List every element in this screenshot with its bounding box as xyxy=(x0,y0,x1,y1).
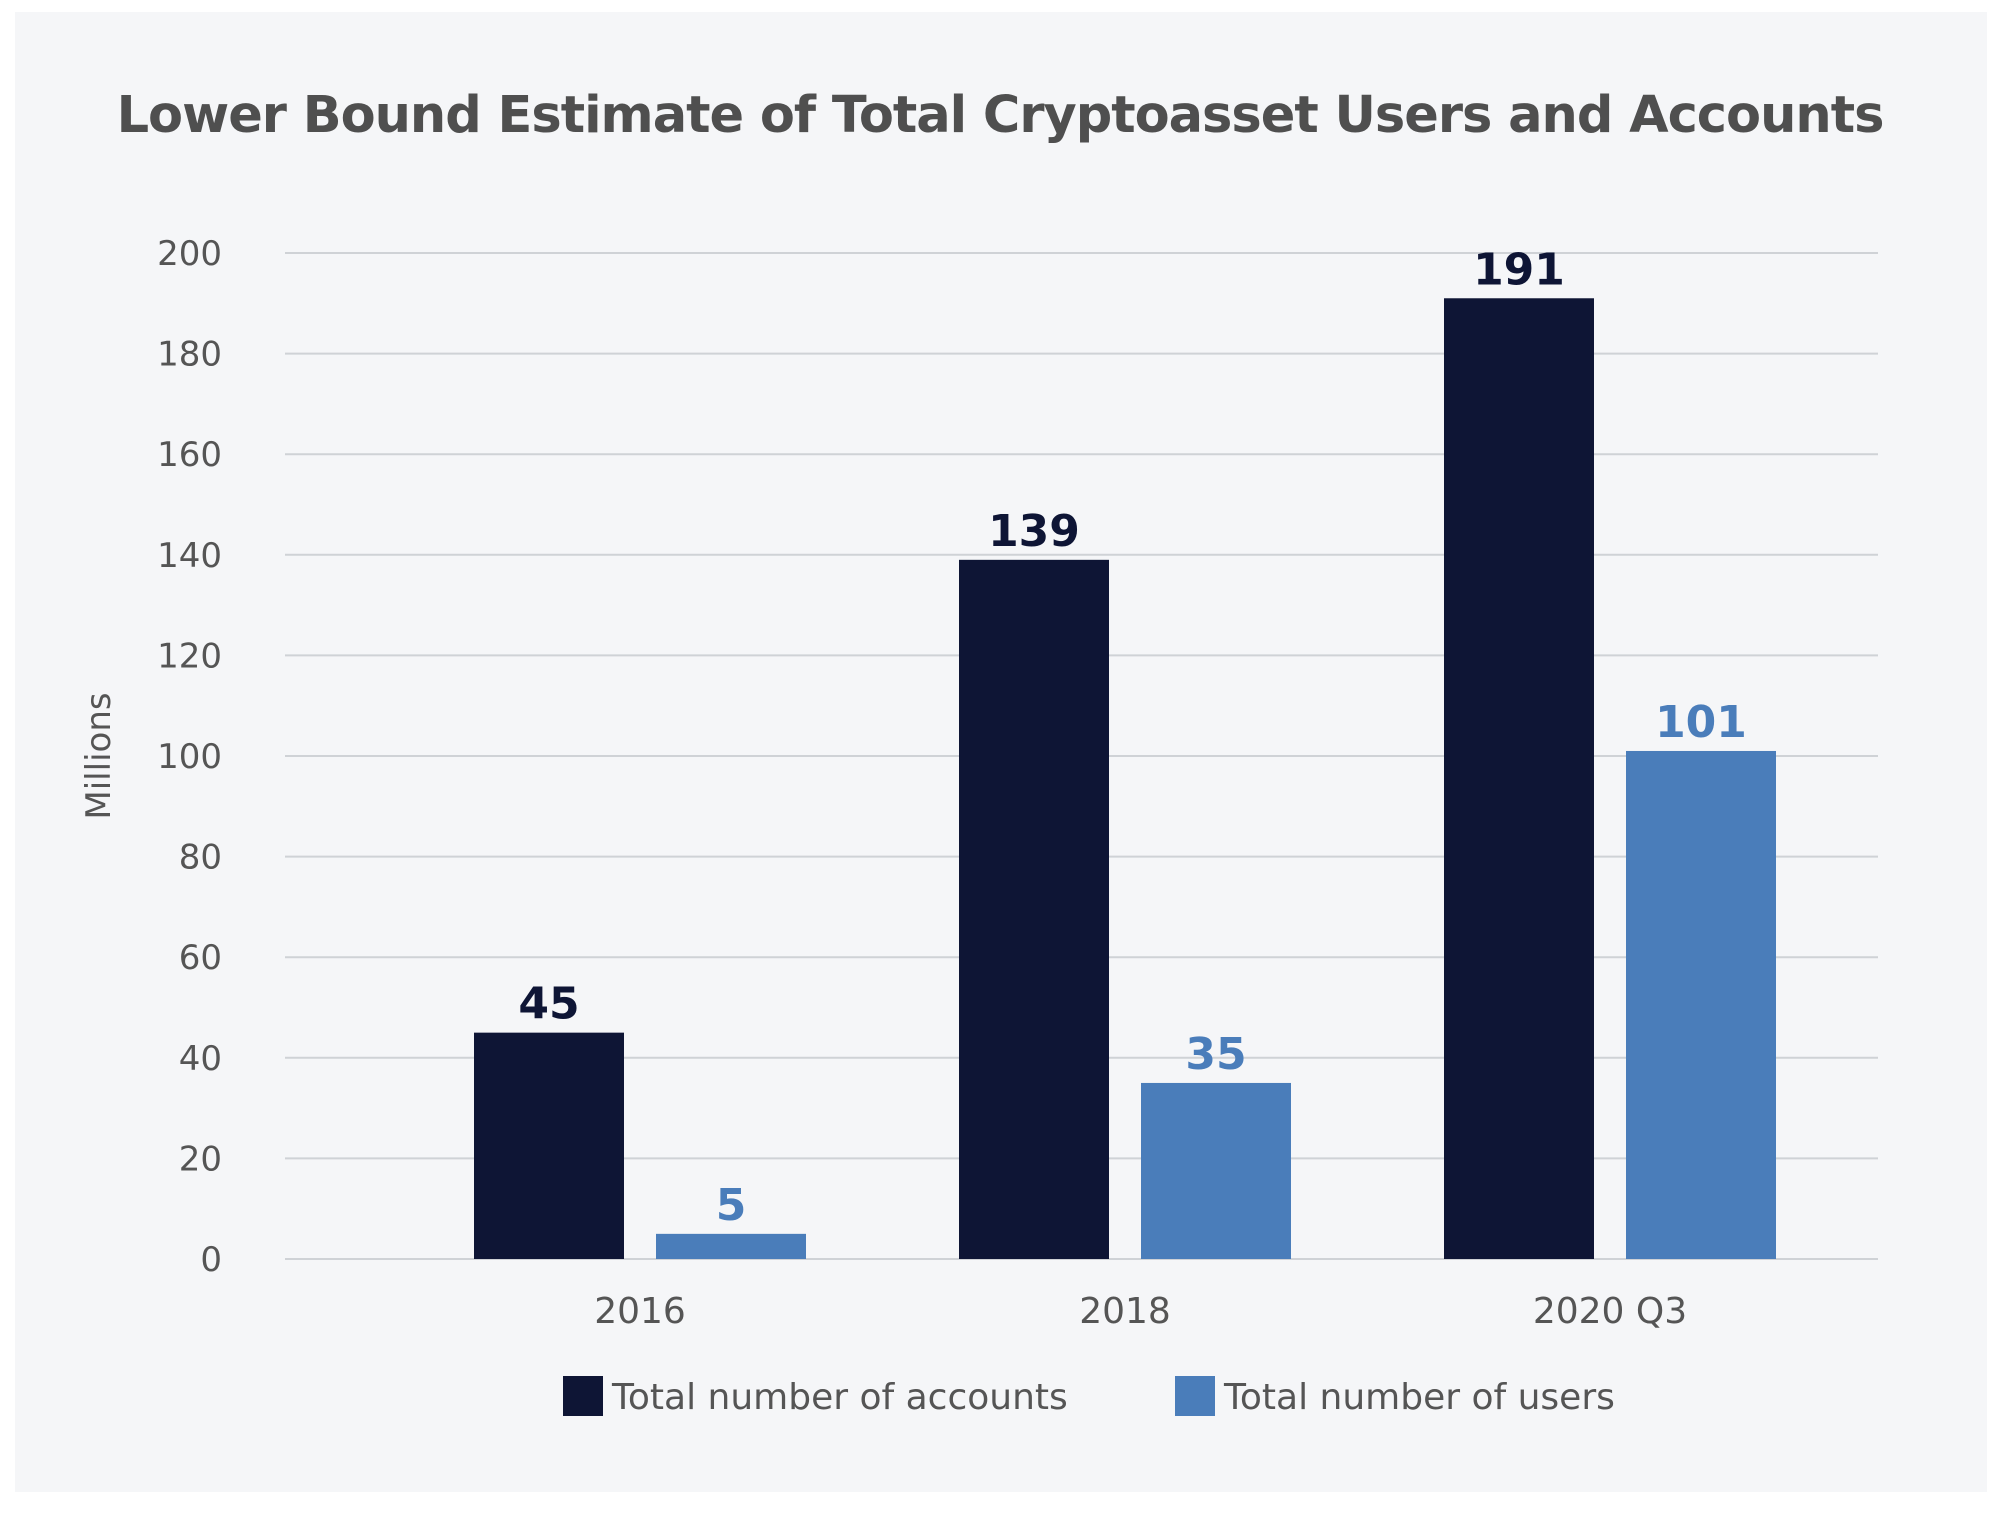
data-label: 139 xyxy=(988,506,1080,557)
bar-users-2020-q3 xyxy=(1626,750,1776,1259)
legend-swatch xyxy=(563,1376,603,1416)
y-tick-label: 100 xyxy=(157,737,222,777)
data-label: 45 xyxy=(518,979,579,1030)
y-tick-label: 60 xyxy=(179,938,222,978)
x-tick-label: 2018 xyxy=(1079,1291,1171,1332)
x-tick-label: 2016 xyxy=(594,1291,686,1332)
y-tick-label: 200 xyxy=(157,234,222,274)
data-label: 5 xyxy=(716,1180,747,1231)
bar-users-2016 xyxy=(656,1233,806,1259)
data-labels: 45 139 191 5 35 101 xyxy=(518,244,1747,1231)
y-tick-label: 140 xyxy=(157,536,222,576)
data-label: 101 xyxy=(1655,697,1747,748)
y-tick-label: 160 xyxy=(157,435,222,475)
y-axis-title: Millions xyxy=(79,692,119,819)
y-tick-label: 40 xyxy=(179,1039,222,1079)
bars xyxy=(474,298,1776,1259)
data-label: 35 xyxy=(1185,1029,1246,1080)
y-tick-label: 0 xyxy=(200,1240,222,1280)
y-tick-label: 180 xyxy=(157,335,222,375)
y-tick-label: 20 xyxy=(179,1139,222,1179)
data-label: 191 xyxy=(1473,244,1565,295)
bar-accounts-2020-q3 xyxy=(1444,298,1594,1259)
y-tick-label: 120 xyxy=(157,636,222,676)
y-tick-label: 80 xyxy=(179,838,222,878)
legend-label: Total number of accounts xyxy=(611,1377,1068,1418)
chart-title: Lower Bound Estimate of Total Cryptoasse… xyxy=(116,86,1885,145)
x-tick-labels: 2016 2018 2020 Q3 xyxy=(594,1291,1687,1332)
bar-accounts-2018 xyxy=(959,559,1109,1259)
bar-accounts-2016 xyxy=(474,1032,624,1259)
legend-swatch xyxy=(1175,1376,1215,1416)
x-tick-label: 2020 Q3 xyxy=(1533,1291,1687,1332)
legend: Total number of accounts Total number of … xyxy=(563,1376,1615,1418)
y-tick-labels: 0 20 40 60 80 100 120 140 160 180 200 xyxy=(157,234,222,1280)
bar-users-2018 xyxy=(1141,1082,1291,1259)
legend-label: Total number of users xyxy=(1223,1377,1615,1418)
